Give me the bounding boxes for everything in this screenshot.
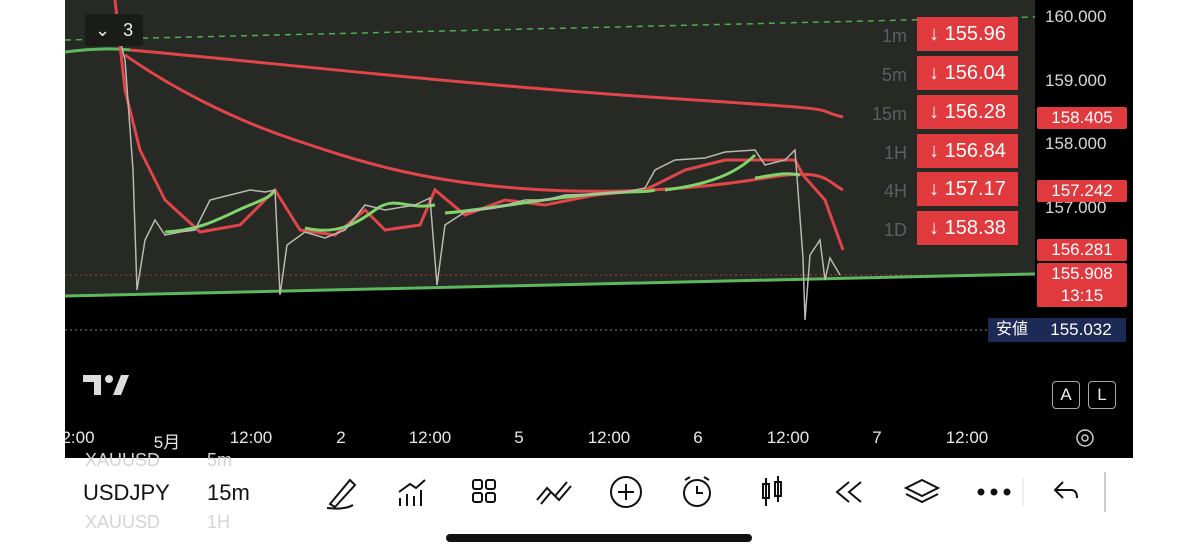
add-icon[interactable] — [610, 476, 642, 508]
alert-price[interactable]: ↓ 156.28 — [917, 95, 1018, 129]
collapse-count: 3 — [123, 20, 134, 40]
time-tick: 12:00 — [408, 428, 452, 447]
price-tag: 158.405 — [1037, 107, 1127, 129]
symbol-picker[interactable]: USDJPY — [83, 480, 170, 505]
indicator-icon[interactable] — [398, 479, 426, 506]
undo-icon[interactable] — [1053, 481, 1078, 499]
time-tick: 7 — [872, 428, 882, 447]
replay-icon[interactable] — [835, 481, 862, 503]
next-interval: 1H — [207, 512, 231, 532]
alert-price[interactable]: ↓ 155.96 — [917, 17, 1018, 51]
chevron: ⌄ — [95, 20, 111, 40]
bar-countdown: 13:15 — [1060, 286, 1104, 305]
alert-interval: 1D — [883, 220, 907, 240]
more-dot — [990, 488, 998, 496]
time-tick: 2 — [336, 428, 346, 447]
side-handle[interactable] — [1104, 472, 1133, 512]
home-indicator — [446, 534, 752, 542]
time-tick: 12:00 — [229, 428, 273, 447]
price-tick: 159.000 — [1045, 71, 1107, 90]
alert-interval: 4H — [883, 181, 907, 201]
time-tick: 12:00 — [945, 428, 989, 447]
candle-wicks — [765, 476, 779, 506]
alarm-hands — [684, 476, 710, 494]
time-tick: 5 — [514, 428, 524, 447]
more-icon[interactable] — [977, 488, 985, 496]
last-price: 155.908 — [1051, 264, 1113, 283]
ma-fast — [113, 0, 845, 251]
logo — [83, 375, 129, 395]
last-price-tag: 155.908 13:15 — [1037, 263, 1127, 307]
layers-icon[interactable] — [903, 478, 941, 504]
layout-icon — [485, 479, 496, 490]
price-tag: 157.242 — [1037, 180, 1127, 202]
ma-line — [65, 47, 131, 54]
alert-price[interactable]: ↓ 156.84 — [917, 134, 1018, 168]
price-tick: 160.000 — [1045, 7, 1107, 26]
ma-green — [164, 153, 801, 234]
alert-price[interactable]: ↓ 157.17 — [917, 172, 1018, 206]
layout-icon — [485, 492, 496, 503]
settings-icon[interactable] — [1076, 429, 1094, 447]
dashed-trendline — [65, 16, 1036, 41]
layout-icon — [472, 492, 483, 503]
interval-picker[interactable]: 15m — [207, 480, 250, 505]
time-tick: 2:00 — [65, 428, 95, 447]
toolbar-icons — [326, 472, 1133, 512]
time-tick: 5月 — [153, 433, 181, 452]
chart-canvas — [65, 0, 1094, 447]
chart-area[interactable]: ⌄ 3 160.000 159.000 158.000 157.000 1m ↓… — [65, 0, 1133, 458]
alert-price[interactable]: ↓ 158.38 — [917, 211, 1018, 245]
time-tick: 12:00 — [766, 428, 810, 447]
add-plus — [618, 484, 634, 500]
alert-interval: 5m — [881, 65, 907, 85]
auto-scale-button[interactable]: A — [1052, 381, 1080, 409]
next-symbol: XAUUSD — [85, 512, 161, 532]
alarm-icon[interactable] — [683, 479, 711, 507]
time-tick: 12:00 — [587, 428, 631, 447]
prev-symbol: XAUUSD — [85, 450, 161, 470]
alert-interval: 1m — [881, 26, 907, 46]
collapse-button[interactable]: ⌄ 3 — [85, 14, 143, 46]
low-label: 安値 — [988, 318, 1036, 342]
alert-interval: 1H — [883, 143, 907, 163]
plot-background — [65, 0, 1035, 296]
draw-icon[interactable] — [326, 478, 357, 510]
time-tick: 6 — [693, 428, 703, 447]
alert-price[interactable]: ↓ 156.04 — [917, 56, 1018, 90]
alert-interval: 15m — [871, 104, 907, 124]
bottom-toolbar: XAUUSD 5m USDJPY 15m XAUUSD 1H — [65, 450, 1133, 532]
log-scale-button[interactable]: L — [1088, 381, 1116, 409]
settings-icon-center — [1081, 434, 1089, 442]
ma-mid — [124, 53, 844, 193]
low-price: 155.032 — [1036, 318, 1126, 342]
ma-long — [129, 48, 844, 119]
prev-interval: 5m — [207, 450, 233, 470]
price-tag: 156.281 — [1037, 239, 1127, 261]
support-trendline — [65, 272, 1036, 298]
price-tick: 157.000 — [1045, 198, 1107, 217]
compare-icon[interactable] — [536, 481, 572, 505]
price-candles — [119, 39, 841, 321]
price-tick: 158.000 — [1045, 134, 1107, 153]
layout-icon[interactable] — [472, 479, 483, 490]
more-dot — [1003, 488, 1011, 496]
